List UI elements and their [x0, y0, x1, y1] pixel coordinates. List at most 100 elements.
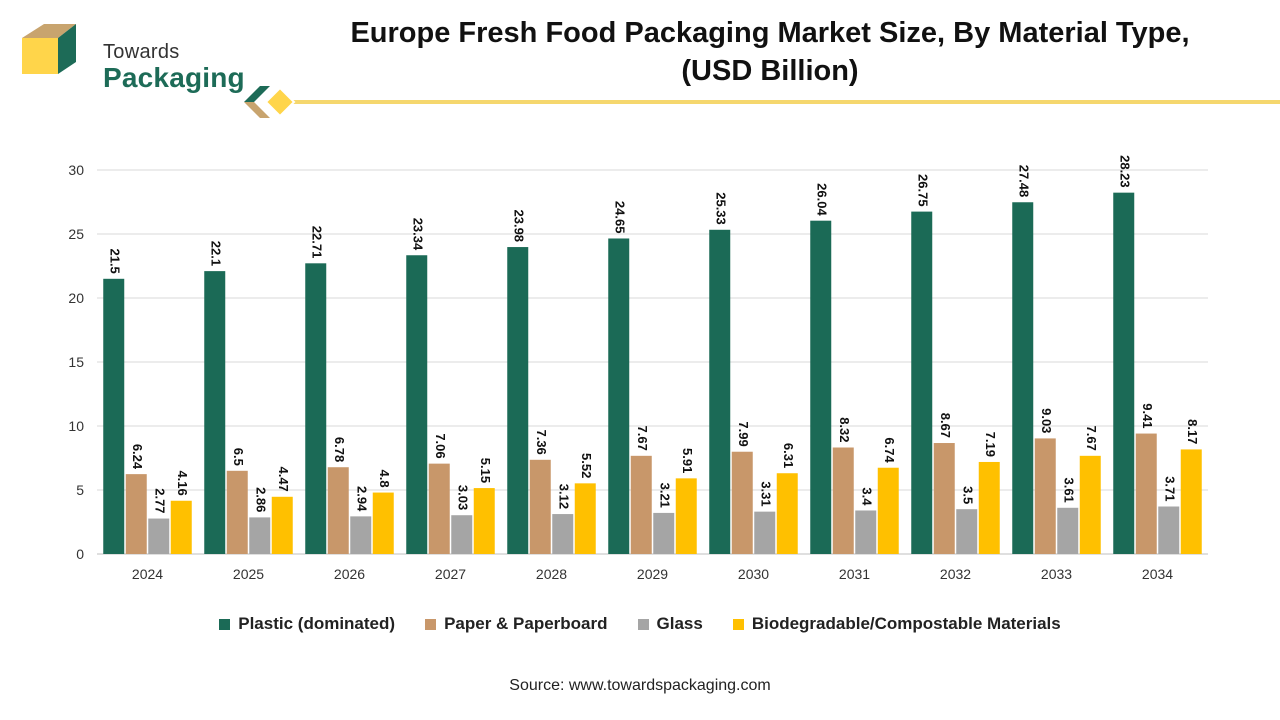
- x-tick-label: 2028: [536, 566, 567, 582]
- x-tick-label: 2033: [1041, 566, 1072, 582]
- data-label: 24.65: [612, 201, 627, 234]
- bar: [1180, 449, 1202, 554]
- data-label: 2.77: [152, 488, 167, 513]
- bar: [911, 211, 933, 554]
- bar: [170, 500, 192, 554]
- x-tick-label: 2034: [1142, 566, 1173, 582]
- bar: [327, 467, 349, 554]
- bar: [473, 488, 495, 554]
- bar: [978, 461, 1000, 554]
- bar: [1057, 507, 1079, 554]
- bar: [350, 516, 372, 554]
- bar: [249, 517, 271, 554]
- data-label: 22.71: [309, 226, 324, 259]
- data-label: 7.19: [983, 432, 998, 457]
- title-divider: [244, 86, 1280, 118]
- data-label: 5.91: [680, 448, 695, 473]
- data-label: 23.34: [410, 218, 425, 251]
- data-label: 7.06: [433, 433, 448, 458]
- brand-name-line1: Towards: [103, 41, 180, 63]
- bar: [204, 271, 226, 554]
- y-tick-label: 25: [68, 226, 84, 242]
- legend-swatch: [219, 618, 231, 630]
- x-tick-label: 2031: [839, 566, 870, 582]
- data-label: 5.15: [478, 458, 493, 483]
- data-label: 26.04: [814, 183, 829, 216]
- data-label: 6.5: [231, 448, 246, 466]
- bar: [855, 510, 877, 554]
- bar: [877, 467, 899, 554]
- x-tick-label: 2032: [940, 566, 971, 582]
- chart-legend: Plastic (dominated) Paper & Paperboard Gla…: [0, 614, 1280, 634]
- chart-title-line2: (USD Billion): [681, 55, 859, 87]
- bar: [226, 470, 248, 554]
- y-tick-label: 30: [68, 162, 84, 178]
- data-label: 6.24: [130, 444, 145, 470]
- chart-title-line1: Europe Fresh Food Packaging Market Size,…: [350, 17, 1190, 49]
- data-label: 25.33: [713, 192, 728, 225]
- bar: [653, 512, 675, 554]
- bar: [1113, 192, 1135, 554]
- bar: [1012, 202, 1034, 555]
- data-label: 7.67: [635, 426, 650, 451]
- data-label: 7.36: [534, 429, 549, 454]
- bar: [933, 443, 955, 554]
- bar: [1158, 506, 1180, 554]
- bar: [406, 255, 428, 555]
- brand-name-line2: Packaging: [103, 62, 245, 93]
- y-tick-label: 5: [76, 482, 84, 498]
- bar: [507, 247, 529, 554]
- data-label: 9.03: [1039, 408, 1054, 433]
- legend-item: Biodegradable/Compostable Materials: [732, 614, 1061, 634]
- box-logo-icon: [22, 24, 76, 74]
- data-label: 23.98: [511, 210, 526, 243]
- bar: [103, 278, 125, 554]
- data-label: 3.71: [1162, 476, 1177, 501]
- data-label: 2.86: [253, 487, 268, 512]
- legend-label: Paper & Paperboard: [444, 614, 608, 633]
- y-tick-label: 0: [76, 546, 84, 562]
- bar: [675, 478, 697, 554]
- legend-swatch: [425, 618, 437, 630]
- bar: [709, 229, 731, 554]
- bar: [428, 463, 450, 554]
- data-label: 8.67: [938, 413, 953, 438]
- data-label: 3.31: [758, 481, 773, 506]
- bar: [451, 515, 473, 554]
- data-label: 6.78: [332, 437, 347, 462]
- bar: [1034, 438, 1056, 554]
- bar: [776, 473, 798, 554]
- data-label: 8.17: [1185, 419, 1200, 444]
- x-tick-label: 2029: [637, 566, 668, 582]
- legend-swatch: [732, 618, 744, 630]
- bar: [372, 492, 394, 554]
- bar: [956, 509, 978, 554]
- data-label: 3.5: [960, 486, 975, 504]
- data-label: 3.4: [859, 487, 874, 506]
- data-label: 5.52: [579, 453, 594, 478]
- bar: [810, 220, 832, 555]
- data-label: 4.47: [276, 466, 291, 491]
- bar: [754, 511, 776, 554]
- bar: [832, 447, 854, 554]
- bar: [1135, 433, 1157, 554]
- x-tick-label: 2025: [233, 566, 264, 582]
- bar: [552, 514, 574, 554]
- data-label: 21.5: [107, 248, 122, 273]
- legend-item: Plastic (dominated): [219, 614, 395, 634]
- data-label: 8.32: [837, 417, 852, 442]
- x-tick-label: 2024: [132, 566, 163, 582]
- bar: [731, 451, 753, 554]
- bar: [305, 263, 327, 554]
- bar: [608, 238, 630, 554]
- data-label: 6.74: [882, 437, 897, 463]
- bar-chart: 05101520253021.56.242.774.16202422.16.52…: [68, 155, 1208, 582]
- y-tick-label: 15: [68, 354, 84, 370]
- legend-swatch: [637, 618, 649, 630]
- source-note: Source: www.towardspackaging.com: [509, 677, 771, 694]
- data-label: 3.12: [556, 484, 571, 509]
- data-label: 26.75: [915, 174, 930, 207]
- legend-label: Plastic (dominated): [238, 614, 396, 633]
- data-label: 28.23: [1117, 155, 1132, 188]
- divider-diamond-icon: [244, 86, 270, 102]
